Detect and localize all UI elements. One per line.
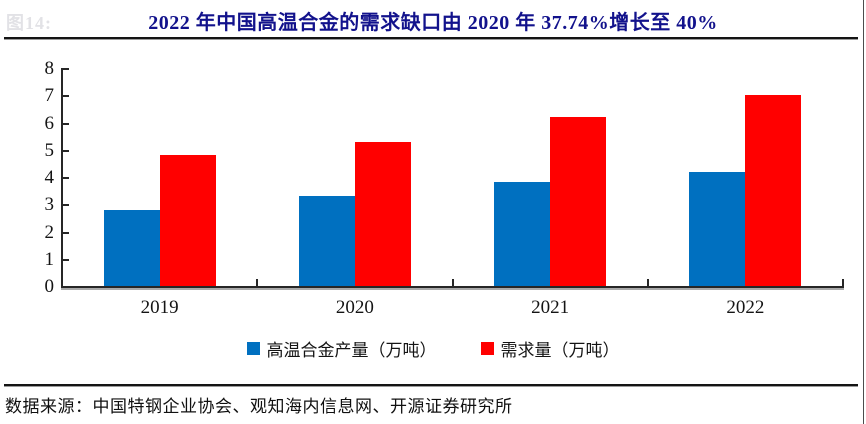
- legend-item-production: 高温合金产量（万吨）: [246, 336, 437, 361]
- title-divider-line: [4, 37, 858, 40]
- x-axis-tick: [451, 279, 454, 287]
- y-axis-tick: [63, 149, 69, 152]
- y-axis-label: 0: [44, 276, 55, 297]
- y-axis-tick: [63, 231, 69, 234]
- x-axis-tick: [842, 279, 844, 287]
- x-axis-label-2020: 2020: [335, 297, 374, 318]
- data-source-note: 数据来源：中国特钢企业协会、观知海内信息网、开源证券研究所: [5, 397, 513, 416]
- y-axis-label: 6: [44, 112, 55, 134]
- footer-divider-line: [4, 384, 858, 387]
- y-axis-label: 3: [44, 194, 55, 216]
- chart-legend: 高温合金产量（万吨） 需求量（万吨）: [0, 336, 866, 361]
- bar-demand-2022: [745, 95, 802, 286]
- y-axis-label: 1: [44, 248, 55, 270]
- bar-production-2020: [298, 196, 355, 286]
- y-axis-label: 2: [44, 221, 55, 243]
- legend-label-demand: 需求量（万吨）: [500, 341, 620, 360]
- x-axis-label-2021: 2021: [531, 297, 570, 318]
- x-axis-tick: [256, 279, 259, 287]
- y-axis-tick: [63, 204, 69, 207]
- legend-label-production: 高温合金产量（万吨）: [266, 341, 437, 360]
- legend-swatch-production-blue: [246, 342, 260, 355]
- bar-demand-2021: [550, 117, 607, 286]
- y-axis-label: 5: [44, 139, 55, 161]
- bar-production-2019: [103, 209, 160, 286]
- legend-swatch-demand-red: [480, 342, 494, 355]
- x-axis-label-2022: 2022: [726, 297, 765, 318]
- y-axis-label: 8: [44, 58, 55, 79]
- y-axis-label: 7: [44, 85, 55, 107]
- bar-production-2021: [494, 182, 551, 286]
- y-axis-tick: [63, 68, 69, 70]
- y-axis-tick: [63, 177, 69, 179]
- x-axis-tick: [646, 279, 649, 287]
- y-axis-tick: [63, 286, 69, 288]
- bar-production-2022: [689, 171, 746, 286]
- x-axis-line: [61, 286, 844, 288]
- y-axis-label: 4: [44, 167, 55, 188]
- legend-item-demand: 需求量（万吨）: [480, 336, 620, 361]
- bar-demand-2019: [159, 155, 216, 286]
- y-axis-tick: [63, 258, 69, 261]
- y-axis-line: [61, 68, 63, 288]
- y-axis-tick: [63, 95, 69, 98]
- y-axis-tick: [63, 122, 69, 125]
- bar-demand-2020: [354, 141, 411, 286]
- page-right-border-line: [863, 0, 864, 424]
- chart-title: 2022 年中国高温合金的需求缺口由 2020 年 37.74%增长至 40%: [148, 12, 718, 34]
- figure-number-ghost-label: 图14:: [6, 13, 52, 33]
- x-axis-label-2019: 2019: [140, 297, 179, 318]
